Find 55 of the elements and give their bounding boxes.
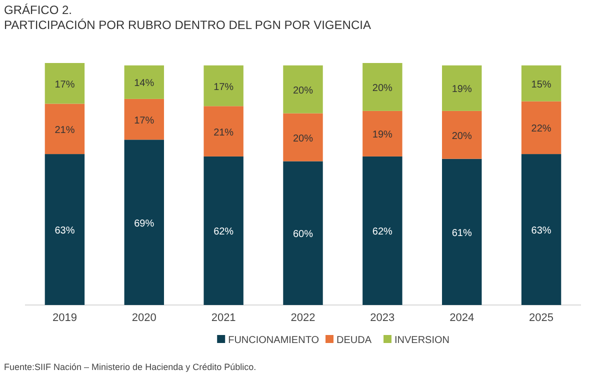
x-tick-label: 2021 <box>211 312 236 324</box>
bar <box>362 63 402 111</box>
data-label: 63% <box>531 226 552 237</box>
data-label: 62% <box>214 226 234 238</box>
legend-label: INVERSION <box>394 335 450 346</box>
x-tick-label: 2024 <box>450 312 474 324</box>
data-label: 63% <box>54 226 75 237</box>
data-label: 20% <box>292 133 314 144</box>
bar <box>44 104 85 154</box>
bar <box>521 154 562 305</box>
data-label: 17% <box>54 79 75 90</box>
x-tick-label: 2025 <box>529 312 554 324</box>
data-label: 62% <box>372 226 393 238</box>
data-label: 22% <box>531 124 552 135</box>
x-tick-label: 2023 <box>370 312 395 324</box>
data-label: 15% <box>531 79 552 90</box>
bar <box>124 65 164 99</box>
data-label: 21% <box>214 127 234 138</box>
data-label: 61% <box>452 228 472 239</box>
data-label: 17% <box>134 115 154 126</box>
x-tick-label: 2022 <box>290 312 316 324</box>
x-tick-label: 2019 <box>52 312 77 324</box>
x-tick-label: 2020 <box>132 312 156 324</box>
bar <box>124 140 164 305</box>
data-label: 17% <box>214 82 234 93</box>
bar <box>283 65 323 114</box>
legend-label: DEUDA <box>336 335 372 346</box>
bar <box>362 110 402 156</box>
bar <box>283 113 323 162</box>
bar <box>124 98 164 140</box>
data-label: 69% <box>134 218 154 230</box>
bar <box>283 161 323 305</box>
bar <box>521 101 562 154</box>
legend-label: FUNCIONAMIENTO <box>228 335 320 346</box>
bar <box>44 63 85 104</box>
bar <box>442 158 482 305</box>
data-label: 19% <box>372 130 393 141</box>
chart-title: GRÁFICO 2. <box>4 3 72 17</box>
bar <box>521 65 562 102</box>
data-label: 14% <box>134 78 154 90</box>
data-label: 21% <box>54 124 75 136</box>
bar <box>442 110 482 159</box>
bar <box>442 65 482 111</box>
source-note: Fuente:SIIF Nación – Ministerio de Hacienda y Crédito Público. <box>4 362 256 372</box>
data-label: 20% <box>292 85 314 96</box>
chart-subtitle: PARTICIPACIÓN POR RUBRO DENTRO DEL PGN POR VIGENCIA <box>4 18 371 32</box>
bar <box>204 156 244 305</box>
bar <box>362 156 402 305</box>
bar <box>204 106 244 156</box>
bar <box>204 65 244 106</box>
bar <box>44 154 85 305</box>
data-label: 20% <box>452 130 472 142</box>
data-label: 60% <box>292 229 314 240</box>
data-label: 19% <box>452 84 472 96</box>
data-label: 20% <box>372 82 393 94</box>
